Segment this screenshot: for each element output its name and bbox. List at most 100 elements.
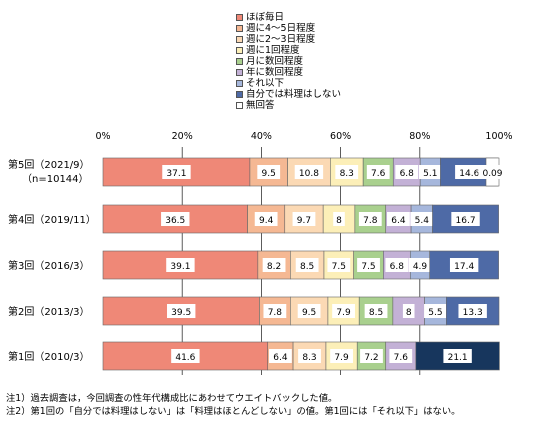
data-label: 10.8 [299, 169, 319, 179]
x-tick-label: 0% [95, 131, 110, 142]
data-label: 7.5 [332, 262, 346, 272]
data-label-bg [295, 258, 319, 272]
data-label: 8.3 [340, 169, 354, 179]
legend-item: 週に1回程度 [236, 45, 341, 56]
data-label: 14.6 [459, 169, 479, 179]
data-label: 7.8 [268, 308, 283, 318]
chart-notes: 注1）過去調査は，今回調査の性年代構成比にあわせてウエイトバックした値。 注2）… [6, 392, 460, 418]
data-label: 39.5 [171, 308, 191, 318]
data-label-bg [254, 212, 278, 226]
data-label-bg [332, 304, 355, 318]
data-label: 0.09 [482, 169, 502, 179]
data-label: 7.5 [361, 262, 375, 272]
data-label-bg [269, 349, 292, 363]
legend-label: ほぼ毎日 [246, 12, 285, 23]
category-label: 第4回（2019/11） [8, 213, 96, 226]
category-label: 第1回（2010/3） [8, 350, 90, 363]
data-label: 8.5 [300, 262, 314, 272]
data-label: 21.1 [448, 353, 468, 363]
data-label-bg [358, 212, 382, 226]
data-label: 39.1 [170, 262, 190, 272]
legend-swatch [236, 36, 243, 43]
data-label-bg [387, 212, 410, 226]
data-label: 7.8 [363, 216, 378, 226]
data-label: 17.4 [454, 262, 474, 272]
x-tick-label: 60% [330, 131, 351, 142]
data-label: 41.6 [175, 353, 195, 363]
data-label: 13.3 [463, 308, 483, 318]
data-label-bg [357, 258, 380, 272]
data-label: 7.9 [334, 353, 349, 363]
legend-swatch [236, 14, 243, 21]
legend-item: 年に数回程度 [236, 67, 341, 78]
legend-swatch [236, 69, 243, 76]
data-label: 8.2 [267, 262, 281, 272]
data-label-bg [161, 212, 190, 226]
data-label: 4.9 [413, 262, 428, 272]
legend-item: 無回答 [236, 100, 341, 111]
legend-label: 年に数回程度 [246, 67, 304, 78]
data-label: 5.4 [415, 216, 430, 226]
data-label: 9.5 [302, 308, 316, 318]
legend-item: 週に2～3日程度 [236, 34, 341, 45]
category-sublabel: （n=10144） [22, 173, 89, 185]
legend-item: 週に4～5日程度 [236, 23, 341, 34]
data-label: 7.2 [364, 353, 378, 363]
data-label-bg [263, 304, 287, 318]
category-label: 第3回（2016/3） [8, 259, 90, 272]
data-label-bg [449, 258, 479, 272]
legend-swatch [236, 47, 243, 54]
data-label-bg [366, 165, 390, 179]
data-label-bg [385, 258, 409, 272]
chart-legend: ほぼ毎日 週に4～5日程度 週に2～3日程度 週に1回程度 月に数回程度 年に数回程度 それ… [236, 12, 341, 111]
data-label: 9.7 [297, 216, 311, 226]
data-label: 5.1 [423, 169, 437, 179]
legend-item: 自分では料理はしない [236, 89, 341, 100]
data-label: 9.4 [259, 216, 274, 226]
data-label-bg [418, 165, 442, 179]
data-label: 8.5 [369, 308, 383, 318]
data-label: 16.7 [456, 216, 476, 226]
data-label: 7.6 [371, 169, 386, 179]
x-tick-label: 20% [172, 131, 193, 142]
data-label-bg [458, 304, 487, 318]
data-label: 8.3 [302, 353, 316, 363]
legend-swatch [236, 80, 243, 87]
legend-label: 月に数回程度 [246, 56, 304, 67]
legend-swatch [236, 58, 243, 65]
data-label-bg [327, 258, 351, 272]
data-label-bg [335, 165, 359, 179]
data-label-bg [333, 212, 345, 226]
data-label: 37.1 [166, 169, 186, 179]
legend-label: 週に2～3日程度 [246, 34, 316, 45]
data-label-bg [297, 304, 321, 318]
data-label-bg [455, 165, 484, 179]
data-label-bg [262, 258, 286, 272]
data-label-bg [166, 258, 195, 272]
note-2: 注2）第1回の「自分では料理はしない」は「料理はほとんどしない」の値。第1回には… [6, 406, 461, 417]
legend-label: 週に1回程度 [246, 45, 300, 56]
data-label-bg [257, 165, 281, 179]
data-label: 36.5 [165, 216, 185, 226]
data-label: 8 [336, 216, 342, 226]
data-label-bg [395, 165, 419, 179]
data-label-bg [389, 349, 413, 363]
data-label: 5.5 [428, 308, 442, 318]
bar-segment [415, 341, 500, 371]
data-label: 6.4 [391, 216, 406, 226]
data-label-bg [294, 165, 324, 179]
data-label-bg [360, 349, 383, 363]
category-label: 第5回（2021/9） [8, 158, 90, 171]
data-label-bg [162, 165, 191, 179]
legend-item: 月に数回程度 [236, 56, 341, 67]
data-label: 6.8 [400, 169, 415, 179]
x-tick-label: 100% [485, 131, 512, 142]
data-label-bg [408, 258, 432, 272]
legend-item: ほぼ毎日 [236, 12, 341, 23]
legend-swatch [236, 102, 243, 109]
legend-swatch [236, 25, 243, 32]
data-label-bg [478, 165, 507, 179]
data-label-bg [292, 212, 316, 226]
data-label-bg [171, 349, 200, 363]
